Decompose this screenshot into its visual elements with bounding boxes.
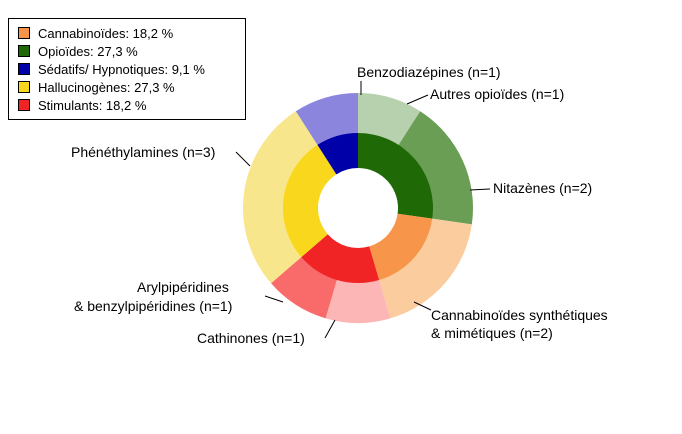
- legend-item-cannabinoides: Cannabinoïdes: 18,2 %: [18, 25, 173, 41]
- legend: Cannabinoïdes: 18,2 % Opioïdes: 27,3 % S…: [8, 18, 246, 120]
- outer-slice-phenethylamines-n-3: [242, 111, 319, 284]
- inner-slice-sedatifs-hypnotiques: [317, 133, 358, 175]
- legend-swatch-sedatifs: [18, 63, 30, 75]
- legend-item-sedatifs: Sédatifs/ Hypnotiques: 9,1 %: [18, 61, 205, 77]
- outer-slice-nitazenes-n-2: [397, 111, 473, 225]
- inner-slice-stimulants: [301, 234, 380, 283]
- leader-line-phenethylamines: [235, 151, 251, 167]
- outer-slice-cathinones-n-1: [325, 278, 391, 324]
- outer-label-nitazenes: Nitazènes (n=2): [493, 180, 592, 196]
- legend-label-stimulants: Stimulants: 18,2 %: [38, 97, 147, 113]
- legend-label-cannabinoides: Cannabinoïdes: 18,2 %: [38, 25, 174, 41]
- inner-slice-hallucinogenes: [283, 144, 337, 258]
- outer-label-phenethylamines: Phénéthylamines (n=3): [71, 144, 215, 160]
- legend-item-hallucinogenes: Hallucinogènes: 27,3 %: [18, 79, 175, 95]
- outer-label-cathinones: Cathinones (n=1): [197, 330, 305, 346]
- outer-label-autres-opioides: Autres opioïdes (n=1): [430, 86, 564, 102]
- leader-line-cannabinoides: [413, 301, 432, 311]
- outer-label-benzodiazepines: Benzodiazépines (n=1): [357, 64, 501, 80]
- outer-ring: [242, 93, 473, 324]
- inner-slice-opioides: [358, 133, 433, 219]
- outer-label-arylpiperidines-line1: Arylpipéridines: [137, 279, 229, 295]
- inner-slice-cannabinoides: [369, 213, 433, 280]
- legend-item-opioides: Opioïdes: 27,3 %: [18, 43, 138, 59]
- legend-swatch-opioides: [18, 45, 30, 57]
- outer-slice-autres-opioides-n-1: [358, 93, 421, 147]
- leader-lines: [235, 81, 491, 339]
- outer-label-cannabinoides-line2: & mimétiques (n=2): [431, 325, 553, 341]
- outer-label-cannabinoides-line1: Cannabinoïdes synthétiques: [431, 307, 608, 323]
- legend-swatch-stimulants: [18, 99, 30, 111]
- legend-item-stimulants: Stimulants: 18,2 %: [18, 97, 146, 113]
- legend-label-sedatifs: Sédatifs/ Hypnotiques: 9,1 %: [38, 61, 205, 77]
- leader-line-autres-opioides: [406, 94, 429, 105]
- leader-line-arylpiperidines: [264, 295, 284, 303]
- legend-label-hallucinogenes: Hallucinogènes: 27,3 %: [38, 79, 175, 95]
- outer-slice-benzodiazepines-n-1: [295, 93, 358, 147]
- legend-swatch-hallucinogenes: [18, 81, 30, 93]
- leader-line-nitazenes: [469, 188, 491, 191]
- outer-slice-cannabinoides-synthetiques-mimetiques-n-2: [378, 218, 472, 319]
- inner-ring: [283, 133, 433, 283]
- outer-label-arylpiperidines-line2: & benzylpipéridines (n=1): [74, 298, 232, 314]
- legend-label-opioides: Opioïdes: 27,3 %: [38, 43, 138, 59]
- leader-line-cathinones: [324, 319, 336, 339]
- legend-swatch-cannabinoides: [18, 27, 30, 39]
